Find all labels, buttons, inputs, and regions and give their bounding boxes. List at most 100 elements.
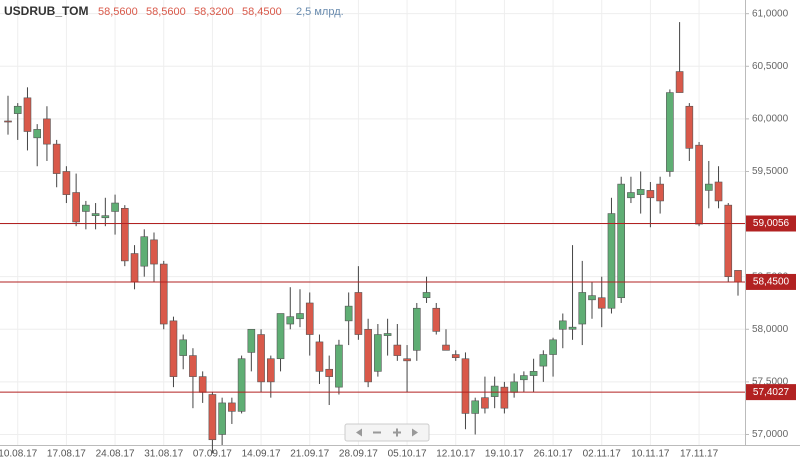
candle-body [364, 328, 372, 383]
candle-body [286, 316, 295, 325]
x-tick-label: 05.10.17 [388, 449, 427, 460]
candle-body [257, 334, 265, 383]
candle-body [189, 355, 197, 377]
candle-body [23, 97, 32, 132]
candle-body [72, 192, 80, 223]
header: USDRUB_TOM 58,5600 58,5600 58,3200 58,45… [4, 4, 344, 18]
candle-body [481, 397, 489, 409]
candle-body [500, 386, 509, 409]
candle-body [714, 181, 723, 202]
candle-body [62, 171, 71, 195]
candle-body [520, 375, 528, 381]
candle-body [549, 339, 557, 355]
volume: 2,5 млрд. [296, 6, 344, 18]
candle-body [140, 236, 149, 267]
x-tick-label: 17.11.17 [680, 449, 719, 460]
candle-body [4, 120, 12, 123]
x-tick-label: 26.10.17 [534, 449, 573, 460]
candle-body [276, 313, 285, 360]
y-tick-label: 57,0000 [752, 429, 789, 440]
x-tick-label: 17.08.17 [47, 449, 86, 460]
candle-body [636, 189, 645, 195]
candle-body [374, 334, 382, 372]
candle-body [568, 326, 577, 330]
candle-body [13, 105, 22, 114]
candle-body [208, 394, 217, 441]
candle-body [675, 71, 684, 93]
low: 58,3200 [194, 6, 234, 18]
candle-body [344, 305, 353, 322]
candle-body [461, 358, 470, 414]
level-label: 57,4027 [753, 387, 790, 398]
x-tick-label: 02.11.17 [583, 449, 622, 460]
scroll-left[interactable] [356, 428, 362, 437]
candle-body [228, 402, 236, 412]
high: 58,5600 [146, 6, 186, 18]
candle-body [646, 190, 655, 199]
candle-body [266, 358, 275, 383]
candle-body [490, 385, 499, 397]
x-tick-label: 07.09.17 [193, 449, 232, 460]
x-tick-label: 10.08.17 [0, 449, 38, 460]
candle-body [33, 129, 42, 139]
candle-body [539, 354, 548, 367]
zoom-in[interactable] [393, 428, 401, 437]
candle-body [43, 118, 51, 145]
candle-body [335, 344, 343, 388]
candle-body [403, 358, 411, 362]
y-tick-label: 61,0000 [752, 8, 789, 19]
candle-body [704, 183, 713, 191]
candle-body [471, 400, 480, 414]
candle-body [451, 354, 460, 358]
candle-body [627, 192, 635, 199]
candle-body [325, 368, 334, 377]
x-tick-label: 28.09.17 [339, 449, 378, 460]
candle-body [91, 213, 100, 216]
candle-body [179, 339, 187, 356]
candle-body [617, 183, 626, 299]
candle-body [101, 215, 110, 219]
candle-body [529, 371, 538, 376]
candle-body [734, 270, 742, 283]
candle-body [695, 144, 703, 225]
level-label-box [746, 273, 796, 290]
level-label: 58,4500 [753, 277, 790, 288]
candle-body [52, 143, 61, 174]
y-tick-label: 58,0000 [752, 324, 789, 335]
candle-body [510, 381, 518, 393]
candle-body [130, 253, 139, 283]
nav-control [344, 423, 430, 442]
candle-body [121, 207, 129, 262]
candle-body [442, 344, 450, 351]
candle-body [247, 328, 256, 353]
candle-body [237, 358, 246, 412]
candle-body [666, 92, 674, 172]
level-label: 59,0056 [753, 218, 790, 229]
candle-body [432, 307, 441, 332]
y-tick-label: 60,0000 [752, 114, 789, 125]
candle-body [150, 239, 158, 265]
nav-box [344, 423, 430, 442]
y-tick-label: 60,5000 [752, 61, 789, 72]
candle-body [588, 295, 596, 301]
candle-body [169, 320, 178, 377]
candle-body [607, 213, 616, 309]
x-tick-label: 31.08.17 [144, 449, 183, 460]
scroll-right[interactable] [412, 428, 418, 437]
x-tick-label: 21.09.17 [290, 449, 329, 460]
candle-body [578, 292, 587, 325]
candle-body [296, 313, 304, 320]
level-label-box [746, 384, 796, 401]
level-label-box [746, 215, 796, 232]
symbol: USDRUB_TOM [4, 4, 88, 18]
candle-body [111, 202, 119, 212]
candle-body [393, 344, 402, 356]
candle-body [305, 302, 314, 335]
candle-body [412, 307, 421, 351]
candle-body [422, 292, 431, 299]
candle-body [597, 297, 606, 309]
candle-body [724, 204, 733, 277]
candle-body [354, 292, 363, 335]
